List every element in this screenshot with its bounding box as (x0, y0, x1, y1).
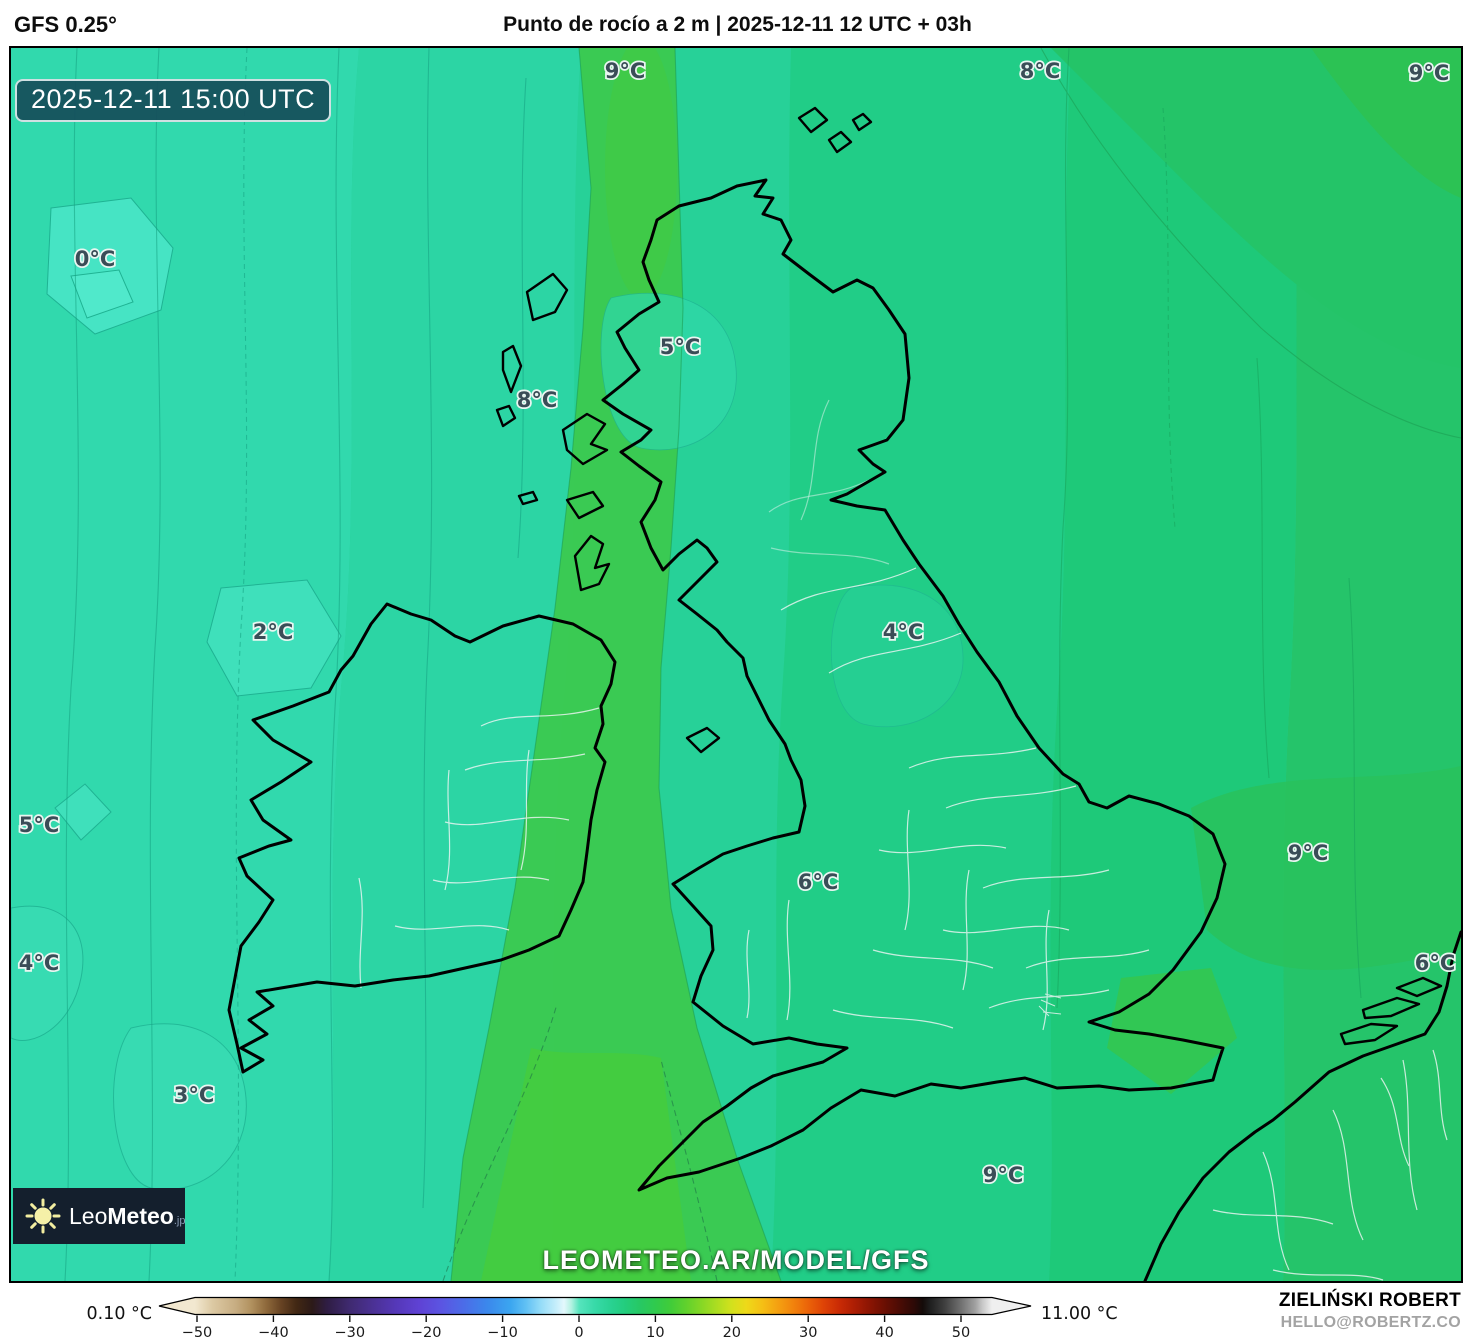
sea-contour-lines (64, 48, 1461, 1281)
colorbar-tick-label: −30 (334, 1325, 365, 1338)
weather-map-svg: 9°C 8°C 9°C 0°C 5°C 8°C 2°C 4°C 5°C 9°C 6°C 4°C 6°C 3… (11, 48, 1461, 1281)
timestamp-badge: 2025-12-11 15:00 UTC (15, 79, 332, 122)
map-temp-label: 8°C (1020, 59, 1061, 83)
credit-contact: HELLO@ROBERTZ.CO (1280, 1314, 1461, 1331)
colorbar-ticks: −50 −40 −30 −20 −10 0 10 20 30 40 50 (182, 1315, 970, 1338)
colorbar: −50 −40 −30 −20 −10 0 10 20 30 40 50 (158, 1296, 1032, 1338)
map-temp-label: 8°C (517, 388, 558, 412)
map-temp-label: 0°C (75, 247, 116, 271)
colorbar-tick-label: −50 (182, 1325, 213, 1338)
colorbar-max-label: 11.00 °C (1041, 1304, 1118, 1324)
map-temp-label: 2°C (253, 620, 294, 644)
colorbar-tick-label: 10 (646, 1325, 664, 1338)
islands (495, 106, 1443, 1046)
map-temp-label: 9°C (983, 1163, 1024, 1187)
leometeo-logo: LeoMeteo.jp (13, 1188, 185, 1244)
colorbar-tick-label: 30 (799, 1325, 817, 1338)
colorbar-tick-label: 20 (723, 1325, 741, 1338)
map-temp-label: 9°C (1288, 841, 1329, 865)
temperature-labels: 9°C 8°C 9°C 0°C 5°C 8°C 2°C 4°C 5°C 9°C 6°C 4°C 6°C 3… (17, 57, 1457, 1189)
map-temp-label: 9°C (1409, 61, 1450, 85)
colorbar-tick-label: 40 (875, 1325, 893, 1338)
map-temp-label: 4°C (19, 951, 60, 975)
map-temp-label: 5°C (19, 813, 60, 837)
contour-fill-bands (11, 48, 1461, 1281)
map-temp-label: 6°C (1415, 951, 1456, 975)
colorbar-ramp (158, 1296, 1032, 1316)
model-label: GFS 0.25° (14, 12, 117, 37)
colorbar-tick-label: −40 (258, 1325, 289, 1338)
map-temp-label: 9°C (605, 59, 646, 83)
watermark-url: LEOMETEO.AR/MODEL/GFS (542, 1245, 930, 1275)
map-temp-label: 6°C (798, 870, 839, 894)
map-temp-label: 4°C (883, 620, 924, 644)
logo-wordmark: LeoMeteo.jp (69, 1202, 186, 1229)
coastlines (227, 178, 1461, 1281)
colorbar-tick-label: −20 (411, 1325, 442, 1338)
page-title: Punto de rocío a 2 m | 2025-12-11 12 UTC… (503, 13, 972, 36)
colorbar-tick-label: 0 (574, 1325, 583, 1338)
map-canvas: 9°C 8°C 9°C 0°C 5°C 8°C 2°C 4°C 5°C 9°C 6°C 4°C 6°C 3… (9, 46, 1463, 1283)
credit-author: ZIELIŃSKI ROBERT (1278, 1290, 1461, 1311)
colorbar-min-label: 0.10 °C (86, 1304, 153, 1324)
sun-icon (25, 1198, 61, 1234)
colorbar-tick-label: 50 (952, 1325, 970, 1338)
map-temp-label: 5°C (660, 335, 701, 359)
map-temp-label: 3°C (174, 1083, 215, 1107)
admin-boundaries (358, 399, 1448, 1281)
colorbar-tick-label: −10 (487, 1325, 518, 1338)
